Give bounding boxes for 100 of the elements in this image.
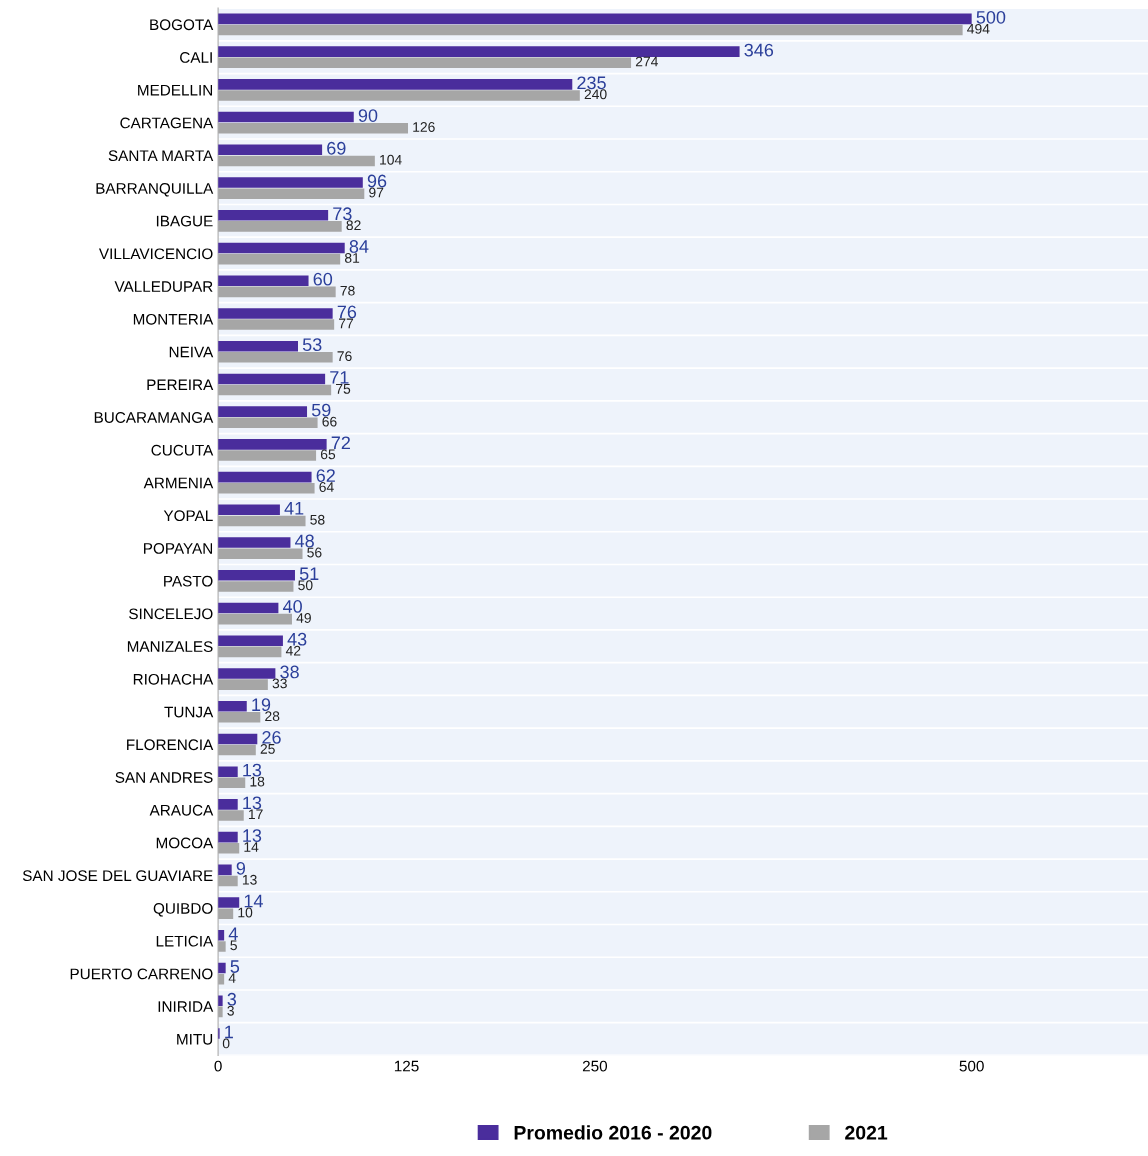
data-label: 72 <box>331 436 350 450</box>
y-tick-label: SINCELEJO <box>129 608 213 620</box>
data-label: 40 <box>282 600 302 613</box>
y-tick-label: FLORENCIA <box>127 739 214 751</box>
y-tick-label: ARMENIA <box>143 477 214 489</box>
bar <box>218 253 341 265</box>
data-label: 9 <box>236 861 246 875</box>
bar <box>218 308 333 319</box>
bar <box>218 864 232 876</box>
bar <box>218 712 261 723</box>
data-label: 78 <box>340 285 355 296</box>
data-label: 77 <box>339 318 354 329</box>
bar <box>218 831 238 843</box>
bar <box>218 581 294 592</box>
data-label: 82 <box>346 220 361 231</box>
data-label: 19 <box>252 698 271 712</box>
y-tick-label: INIRIDA <box>158 1001 214 1012</box>
data-label: 75 <box>336 384 351 394</box>
y-tick-label: TUNJA <box>164 706 214 718</box>
data-label: 97 <box>369 187 384 198</box>
bar <box>218 439 327 450</box>
data-label: 14 <box>244 894 263 908</box>
bar <box>218 111 354 123</box>
bar <box>218 286 336 298</box>
data-label: 235 <box>577 76 606 90</box>
data-label: 53 <box>302 338 322 352</box>
data-label: 13 <box>243 829 262 842</box>
bar <box>218 177 363 188</box>
data-label: 346 <box>744 43 774 57</box>
data-label: 26 <box>262 731 281 744</box>
y-tick-label: RIOHACHA <box>133 673 214 685</box>
bar <box>218 668 276 679</box>
y-tick-label: BOGOTA <box>150 19 214 31</box>
data-label: 66 <box>322 416 337 427</box>
bar <box>218 766 238 777</box>
data-label: 71 <box>330 371 349 384</box>
bar <box>218 13 972 25</box>
bar <box>218 417 318 429</box>
data-label: 48 <box>295 534 314 548</box>
bar <box>218 613 292 625</box>
bar <box>218 842 240 854</box>
y-tick-label: BARRANQUILLA <box>96 182 214 197</box>
data-label: 51 <box>299 567 319 581</box>
bar <box>218 635 283 647</box>
bar <box>218 799 238 810</box>
bar <box>218 471 312 483</box>
bar <box>218 733 258 745</box>
bar <box>218 209 329 221</box>
data-label: 64 <box>319 482 334 492</box>
bar <box>218 352 333 363</box>
bar <box>218 995 223 1007</box>
y-tick-label: MEDELLIN <box>138 84 213 96</box>
bar <box>218 941 226 952</box>
bar <box>218 504 280 516</box>
bar <box>218 548 303 559</box>
data-label: 14 <box>244 842 259 852</box>
y-tick-label: MOCOA <box>156 837 214 849</box>
data-label: 96 <box>367 174 387 188</box>
bar <box>218 319 335 330</box>
bar <box>218 384 332 396</box>
data-label: 25 <box>260 743 275 754</box>
bar <box>218 875 238 887</box>
data-label: 13 <box>242 874 257 885</box>
bar <box>218 700 247 712</box>
y-tick-label: PASTO <box>164 575 213 587</box>
data-label: 62 <box>316 469 335 482</box>
bar <box>218 570 295 581</box>
bar <box>218 155 375 167</box>
y-tick-label: SANTA MARTA <box>108 150 214 162</box>
data-label: 41 <box>284 502 304 515</box>
y-tick-label: PUERTO CARRENO <box>70 968 213 980</box>
x-tick-label: 0 <box>214 1060 222 1072</box>
bar <box>218 679 268 690</box>
bar <box>218 242 345 254</box>
bar <box>218 908 234 919</box>
y-tick-label: CARTAGENA <box>120 117 214 129</box>
data-label: 13 <box>243 796 262 810</box>
data-label: 28 <box>265 711 280 722</box>
data-label: 5 <box>230 940 237 951</box>
data-label: 13 <box>243 763 262 777</box>
data-label: 500 <box>976 10 1006 24</box>
data-label: 494 <box>967 23 990 34</box>
data-label: 76 <box>337 351 352 362</box>
data-label: 84 <box>349 240 369 253</box>
bar <box>218 450 317 461</box>
bar <box>218 144 323 156</box>
y-tick-label: MONTERIA <box>133 313 214 325</box>
data-label: 5 <box>230 960 240 973</box>
bar <box>218 57 632 69</box>
data-label: 59 <box>311 403 331 417</box>
data-label: 38 <box>280 665 299 679</box>
data-label: 126 <box>413 122 435 132</box>
legend-label: Promedio 2016 - 2020 <box>514 1125 712 1140</box>
y-tick-label: CUCUTA <box>151 444 214 456</box>
y-tick-label: MITU <box>177 1034 213 1045</box>
data-label: 42 <box>285 645 301 656</box>
data-label: 3 <box>227 1005 234 1016</box>
data-label: 274 <box>635 56 658 67</box>
data-label: 4 <box>228 973 236 983</box>
bar <box>218 482 315 494</box>
